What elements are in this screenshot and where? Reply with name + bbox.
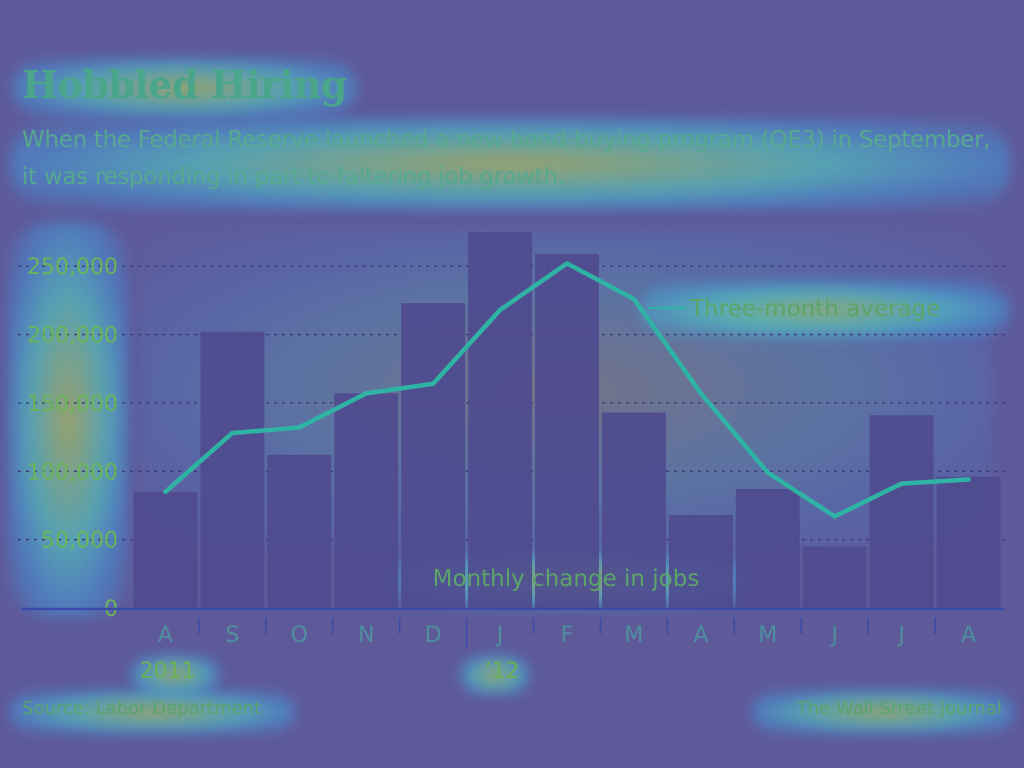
bar bbox=[468, 232, 533, 608]
bar bbox=[267, 454, 332, 608]
bar bbox=[334, 393, 399, 608]
x-tick-label: D bbox=[425, 623, 442, 648]
x-year-label: ’12 bbox=[485, 659, 520, 684]
bar bbox=[601, 412, 666, 608]
x-tick-label: A bbox=[961, 623, 976, 648]
x-tick-label: J bbox=[829, 623, 838, 648]
x-tick-label: M bbox=[624, 623, 643, 648]
x-axis-ticks: A S O N D J F M A M J J A 2011 ’12 bbox=[139, 618, 976, 684]
line-series-label: Three-month average bbox=[689, 296, 940, 322]
bar-series bbox=[133, 232, 1001, 609]
x-tick-label: N bbox=[358, 623, 374, 648]
bar bbox=[802, 546, 867, 608]
bar bbox=[668, 515, 733, 608]
bar bbox=[869, 415, 934, 608]
y-tick-label: 250,000 bbox=[27, 255, 118, 280]
x-tick-label: J bbox=[495, 623, 504, 648]
x-tick-label: O bbox=[291, 623, 308, 648]
bar bbox=[936, 476, 1001, 608]
y-tick-label: 100,000 bbox=[27, 460, 118, 485]
x-tick-label: S bbox=[225, 623, 239, 648]
x-tick-label: A bbox=[158, 623, 173, 648]
publisher-credit: The Wall Street Journal bbox=[796, 698, 1002, 719]
y-tick-label: 150,000 bbox=[27, 392, 118, 417]
bar bbox=[401, 303, 466, 608]
x-tick-label: J bbox=[896, 623, 905, 648]
bar bbox=[735, 489, 800, 608]
chart-subtitle: When the Federal Reserve launched a new … bbox=[22, 127, 991, 190]
bar bbox=[200, 331, 265, 608]
x-tick-label: F bbox=[561, 623, 574, 648]
bar bbox=[133, 491, 198, 608]
x-year-label: 2011 bbox=[139, 659, 195, 684]
source-note: Source: Labor Department bbox=[22, 698, 262, 719]
chart-title: Hobbled Hiring bbox=[22, 62, 347, 107]
bar-series-label: Monthly change in jobs bbox=[433, 566, 700, 592]
line-series bbox=[163, 261, 971, 519]
bar bbox=[535, 253, 599, 609]
x-tick-label: M bbox=[758, 623, 777, 648]
x-tick-label: A bbox=[693, 623, 708, 648]
y-tick-label: 50,000 bbox=[41, 529, 118, 554]
y-tick-label: 200,000 bbox=[27, 324, 118, 349]
